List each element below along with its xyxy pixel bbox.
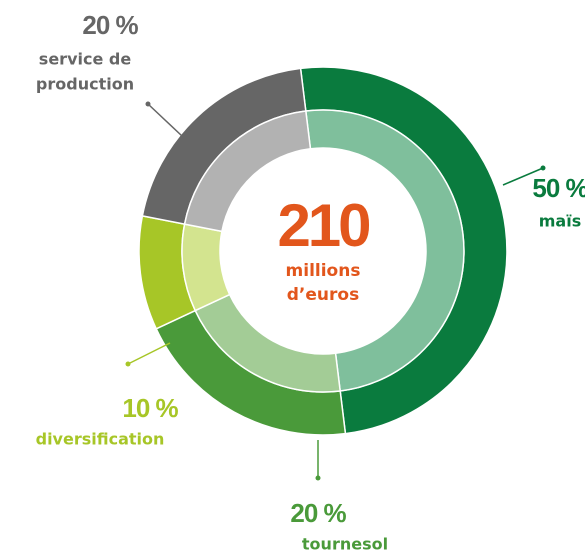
leader-dot bbox=[540, 165, 546, 171]
slice-inner bbox=[183, 110, 312, 233]
slice-inner bbox=[181, 223, 231, 312]
leader-line bbox=[502, 167, 544, 186]
leader-line bbox=[147, 103, 183, 137]
center-label: millions bbox=[286, 261, 361, 281]
value-label: 20 % bbox=[82, 10, 138, 40]
slice-inner bbox=[304, 109, 465, 392]
center-label: d’euros bbox=[287, 285, 359, 305]
category-label: tournesol bbox=[302, 535, 388, 553]
leader-dot bbox=[125, 361, 131, 367]
leader-line bbox=[127, 342, 171, 365]
value-label: 50 % bbox=[532, 173, 585, 203]
donut: 50 % maïs 20 % tournesol 10 % diversification… bbox=[36, 10, 585, 553]
category-label: maïs bbox=[539, 212, 581, 231]
leader-dot bbox=[315, 475, 321, 481]
category-label: service de bbox=[39, 50, 132, 69]
value-label: 20 % bbox=[290, 498, 346, 528]
category-label: production bbox=[36, 75, 134, 94]
category-label: diversification bbox=[36, 430, 165, 449]
value-label: 10 % bbox=[122, 393, 178, 423]
center-value: 210 bbox=[277, 192, 369, 259]
leader-dot bbox=[145, 101, 151, 107]
